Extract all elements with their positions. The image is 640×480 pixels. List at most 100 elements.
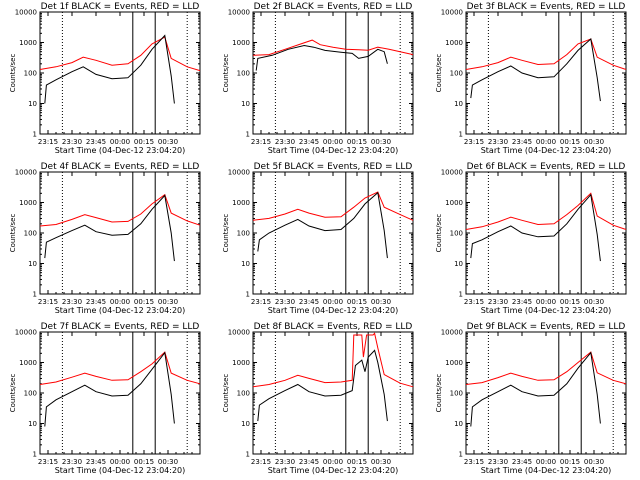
x-tick-label: 00:30 bbox=[371, 458, 391, 466]
events-series-line bbox=[44, 34, 175, 104]
x-tick-label: 00:30 bbox=[158, 458, 178, 466]
y-tick-label: 10 bbox=[454, 260, 463, 268]
chart-panel-8: Det 8f BLACK = Events, RED = LLD 1 10 100 10… bbox=[222, 322, 414, 475]
y-tick-label: 10 bbox=[241, 420, 250, 428]
x-tick-label: 23:30 bbox=[62, 458, 82, 466]
x-tick-label: 23:45 bbox=[512, 458, 532, 466]
chart-panel-3: Det 3f BLACK = Events, RED = LLD 1 10 100 10… bbox=[435, 2, 627, 155]
x-tick-label: 23:15 bbox=[38, 138, 58, 146]
y-tick-label: 100 bbox=[450, 230, 463, 238]
y-tick-label: 100 bbox=[237, 230, 250, 238]
x-tick-label: 23:45 bbox=[299, 298, 319, 306]
chart-panel-4: Det 4f BLACK = Events, RED = LLD 1 10 100 10… bbox=[9, 162, 201, 315]
x-tick-label: 00:15 bbox=[560, 298, 580, 306]
x-tick-label: 23:45 bbox=[86, 458, 106, 466]
y-tick-label: 10000 bbox=[228, 329, 250, 337]
chart-title: Det 7f BLACK = Events, RED = LLD bbox=[41, 322, 200, 332]
plot-frame bbox=[252, 171, 414, 295]
x-tick-label: 00:15 bbox=[134, 458, 154, 466]
x-tick-label: 23:15 bbox=[464, 458, 484, 466]
lld-series-line bbox=[39, 351, 201, 385]
x-tick-label: 23:30 bbox=[62, 138, 82, 146]
y-axis-label: Counts/sec bbox=[435, 214, 443, 253]
x-tick-label: 00:30 bbox=[584, 138, 604, 146]
y-tick-label: 1000 bbox=[232, 39, 250, 47]
y-tick-label: 100 bbox=[237, 390, 250, 398]
events-series-line bbox=[44, 351, 175, 427]
y-tick-label: 1 bbox=[459, 451, 463, 459]
y-tick-label: 1000 bbox=[232, 359, 250, 367]
chart-panel-9: Det 9f BLACK = Events, RED = LLD 1 10 100 10… bbox=[435, 322, 627, 475]
plot-frame bbox=[465, 171, 627, 295]
y-axis-label: Counts/sec bbox=[435, 374, 443, 413]
chart-panel-1: Det 1f BLACK = Events, RED = LLD 1 10 100 10… bbox=[9, 2, 201, 155]
x-tick-label: 23:45 bbox=[299, 138, 319, 146]
plot-frame bbox=[465, 11, 627, 135]
x-tick-label: 23:15 bbox=[464, 138, 484, 146]
plot-frame bbox=[39, 11, 201, 135]
chart-panel-5: Det 5f BLACK = Events, RED = LLD 1 10 100 10… bbox=[222, 162, 414, 315]
lld-series-line bbox=[39, 36, 201, 72]
y-tick-label: 10 bbox=[241, 100, 250, 108]
y-tick-label: 100 bbox=[450, 390, 463, 398]
y-tick-label: 1 bbox=[459, 131, 463, 139]
plot-frame bbox=[252, 11, 414, 135]
y-axis-label: Counts/sec bbox=[9, 374, 17, 413]
events-series-line bbox=[257, 349, 388, 422]
y-tick-label: 1000 bbox=[19, 199, 37, 207]
x-tick-label: 23:15 bbox=[251, 138, 271, 146]
x-tick-label: 00:00 bbox=[110, 138, 130, 146]
chart-title: Det 1f BLACK = Events, RED = LLD bbox=[41, 2, 200, 12]
x-tick-label: 23:30 bbox=[488, 138, 508, 146]
x-tick-label: 23:15 bbox=[251, 458, 271, 466]
x-tick-label: 00:30 bbox=[371, 298, 391, 306]
x-tick-label: 00:15 bbox=[347, 138, 367, 146]
x-tick-label: 00:00 bbox=[323, 458, 343, 466]
x-tick-label: 23:30 bbox=[275, 298, 295, 306]
y-tick-label: 10 bbox=[28, 260, 37, 268]
chart-panel-2: Det 2f BLACK = Events, RED = LLD 1 10 100 10… bbox=[222, 2, 414, 155]
x-tick-label: 00:00 bbox=[110, 458, 130, 466]
y-axis-label: Counts/sec bbox=[222, 214, 230, 253]
plot-frame bbox=[465, 331, 627, 455]
chart-title: Det 4f BLACK = Events, RED = LLD bbox=[41, 162, 200, 172]
x-tick-label: 00:00 bbox=[110, 298, 130, 306]
y-tick-label: 1 bbox=[33, 451, 37, 459]
x-tick-label: 00:15 bbox=[347, 458, 367, 466]
x-axis-label: Start Time (04-Dec-12 23:04:20) bbox=[481, 466, 612, 475]
x-tick-label: 23:30 bbox=[275, 458, 295, 466]
y-tick-label: 1000 bbox=[445, 39, 463, 47]
x-tick-label: 00:00 bbox=[323, 138, 343, 146]
y-tick-label: 100 bbox=[450, 70, 463, 78]
x-tick-label: 00:00 bbox=[536, 298, 556, 306]
x-tick-label: 23:45 bbox=[512, 138, 532, 146]
x-tick-label: 23:30 bbox=[488, 298, 508, 306]
x-axis-label: Start Time (04-Dec-12 23:04:20) bbox=[55, 306, 186, 315]
x-tick-label: 23:15 bbox=[464, 298, 484, 306]
chart-title: Det 2f BLACK = Events, RED = LLD bbox=[254, 2, 413, 12]
x-axis-label: Start Time (04-Dec-12 23:04:20) bbox=[55, 466, 186, 475]
y-tick-label: 10000 bbox=[441, 9, 463, 17]
chart-title: Det 8f BLACK = Events, RED = LLD bbox=[254, 322, 413, 332]
x-tick-label: 23:45 bbox=[86, 138, 106, 146]
plot-frame bbox=[39, 331, 201, 455]
x-tick-label: 23:30 bbox=[275, 138, 295, 146]
x-tick-label: 23:30 bbox=[62, 298, 82, 306]
x-tick-label: 23:15 bbox=[38, 458, 58, 466]
x-tick-label: 00:15 bbox=[134, 298, 154, 306]
y-tick-label: 100 bbox=[237, 70, 250, 78]
y-tick-label: 10 bbox=[241, 260, 250, 268]
x-tick-label: 00:15 bbox=[134, 138, 154, 146]
y-tick-label: 10 bbox=[28, 100, 37, 108]
x-tick-label: 00:30 bbox=[371, 138, 391, 146]
events-series-line bbox=[44, 194, 175, 262]
chart-title: Det 5f BLACK = Events, RED = LLD bbox=[254, 162, 413, 172]
x-tick-label: 00:15 bbox=[560, 458, 580, 466]
x-axis-label: Start Time (04-Dec-12 23:04:20) bbox=[481, 146, 612, 155]
y-tick-label: 1 bbox=[459, 291, 463, 299]
x-tick-label: 00:00 bbox=[536, 138, 556, 146]
y-axis-label: Counts/sec bbox=[222, 374, 230, 413]
x-tick-label: 23:45 bbox=[86, 298, 106, 306]
y-tick-label: 1 bbox=[246, 291, 250, 299]
